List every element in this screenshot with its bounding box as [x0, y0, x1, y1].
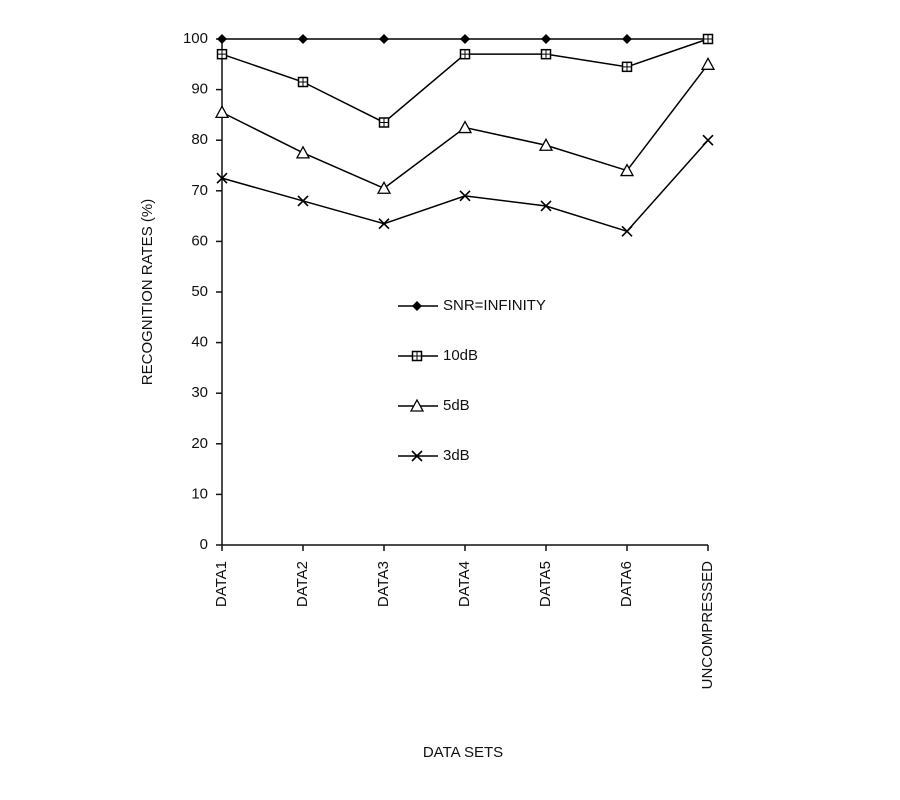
- legend-label: 3dB: [443, 447, 470, 464]
- marker: [409, 398, 425, 412]
- marker: [619, 163, 635, 177]
- marker: [297, 76, 309, 88]
- x-tick-label: UNCOMPRESSED: [699, 561, 716, 690]
- marker: [540, 200, 552, 212]
- x-tick-label: DATA1: [213, 561, 230, 607]
- marker: [216, 48, 228, 60]
- legend-label: SNR=INFINITY: [443, 297, 546, 314]
- marker: [217, 34, 227, 44]
- y-tick-label: 60: [191, 232, 208, 249]
- x-axis-title: DATA SETS: [423, 744, 503, 761]
- marker-hatch: [217, 49, 227, 59]
- y-axis-title: RECOGNITION RATES (%): [139, 199, 156, 385]
- x-tick-label: DATA5: [537, 561, 554, 607]
- marker-shape: [702, 134, 714, 146]
- marker-shape: [412, 301, 422, 311]
- marker-shape: [700, 56, 716, 70]
- y-tick-label: 90: [191, 81, 208, 98]
- marker: [541, 34, 551, 44]
- marker-shape: [298, 34, 308, 44]
- marker: [459, 48, 471, 60]
- marker-shape: [297, 195, 309, 207]
- marker: [457, 120, 473, 134]
- marker-shape: [457, 120, 473, 134]
- x-tick-label: DATA2: [294, 561, 311, 607]
- marker: [376, 180, 392, 194]
- marker-shape: [409, 398, 425, 412]
- marker-shape: [460, 34, 470, 44]
- marker: [621, 225, 633, 237]
- marker-shape: [378, 218, 390, 230]
- marker-shape: [216, 172, 228, 184]
- marker: [702, 134, 714, 146]
- marker: [298, 34, 308, 44]
- y-tick-label: 40: [191, 334, 208, 351]
- marker: [411, 450, 423, 462]
- x-tick-label: DATA4: [456, 561, 473, 607]
- marker-shape: [217, 34, 227, 44]
- marker-shape: [619, 163, 635, 177]
- marker-shape: [411, 450, 423, 462]
- marker-shape: [622, 34, 632, 44]
- x-tick-label: DATA3: [375, 561, 392, 607]
- marker: [540, 48, 552, 60]
- marker: [379, 34, 389, 44]
- x-tick-label: DATA6: [618, 561, 635, 607]
- y-tick-label: 100: [183, 30, 208, 47]
- marker: [214, 105, 230, 119]
- marker-hatch: [298, 77, 308, 87]
- marker-hatch: [622, 62, 632, 72]
- y-tick-label: 50: [191, 283, 208, 300]
- marker: [538, 137, 554, 151]
- legend-label: 5dB: [443, 397, 470, 414]
- marker-hatch: [379, 117, 389, 127]
- marker-shape: [295, 145, 311, 159]
- marker: [459, 190, 471, 202]
- y-tick-label: 70: [191, 182, 208, 199]
- marker: [700, 56, 716, 70]
- y-tick-label: 20: [191, 435, 208, 452]
- marker: [412, 301, 422, 311]
- marker: [295, 145, 311, 159]
- marker-shape: [376, 180, 392, 194]
- marker-shape: [540, 200, 552, 212]
- legend-label: 10dB: [443, 347, 478, 364]
- marker: [297, 195, 309, 207]
- marker-hatch: [703, 34, 713, 44]
- marker: [702, 33, 714, 45]
- marker: [378, 117, 390, 128]
- marker: [621, 61, 633, 73]
- marker-hatch: [460, 49, 470, 59]
- marker-shape: [214, 105, 230, 119]
- y-tick-label: 0: [200, 536, 208, 553]
- marker-shape: [541, 34, 551, 44]
- marker: [411, 350, 423, 362]
- marker-shape: [538, 137, 554, 151]
- marker-hatch: [412, 351, 422, 361]
- y-tick-label: 80: [191, 131, 208, 148]
- marker-shape: [621, 225, 633, 237]
- marker: [216, 172, 228, 184]
- marker: [460, 34, 470, 44]
- marker-shape: [459, 190, 471, 202]
- y-tick-label: 10: [191, 485, 208, 502]
- marker-shape: [379, 34, 389, 44]
- marker-hatch: [541, 49, 551, 59]
- marker: [378, 218, 390, 230]
- marker: [622, 34, 632, 44]
- y-tick-label: 30: [191, 384, 208, 401]
